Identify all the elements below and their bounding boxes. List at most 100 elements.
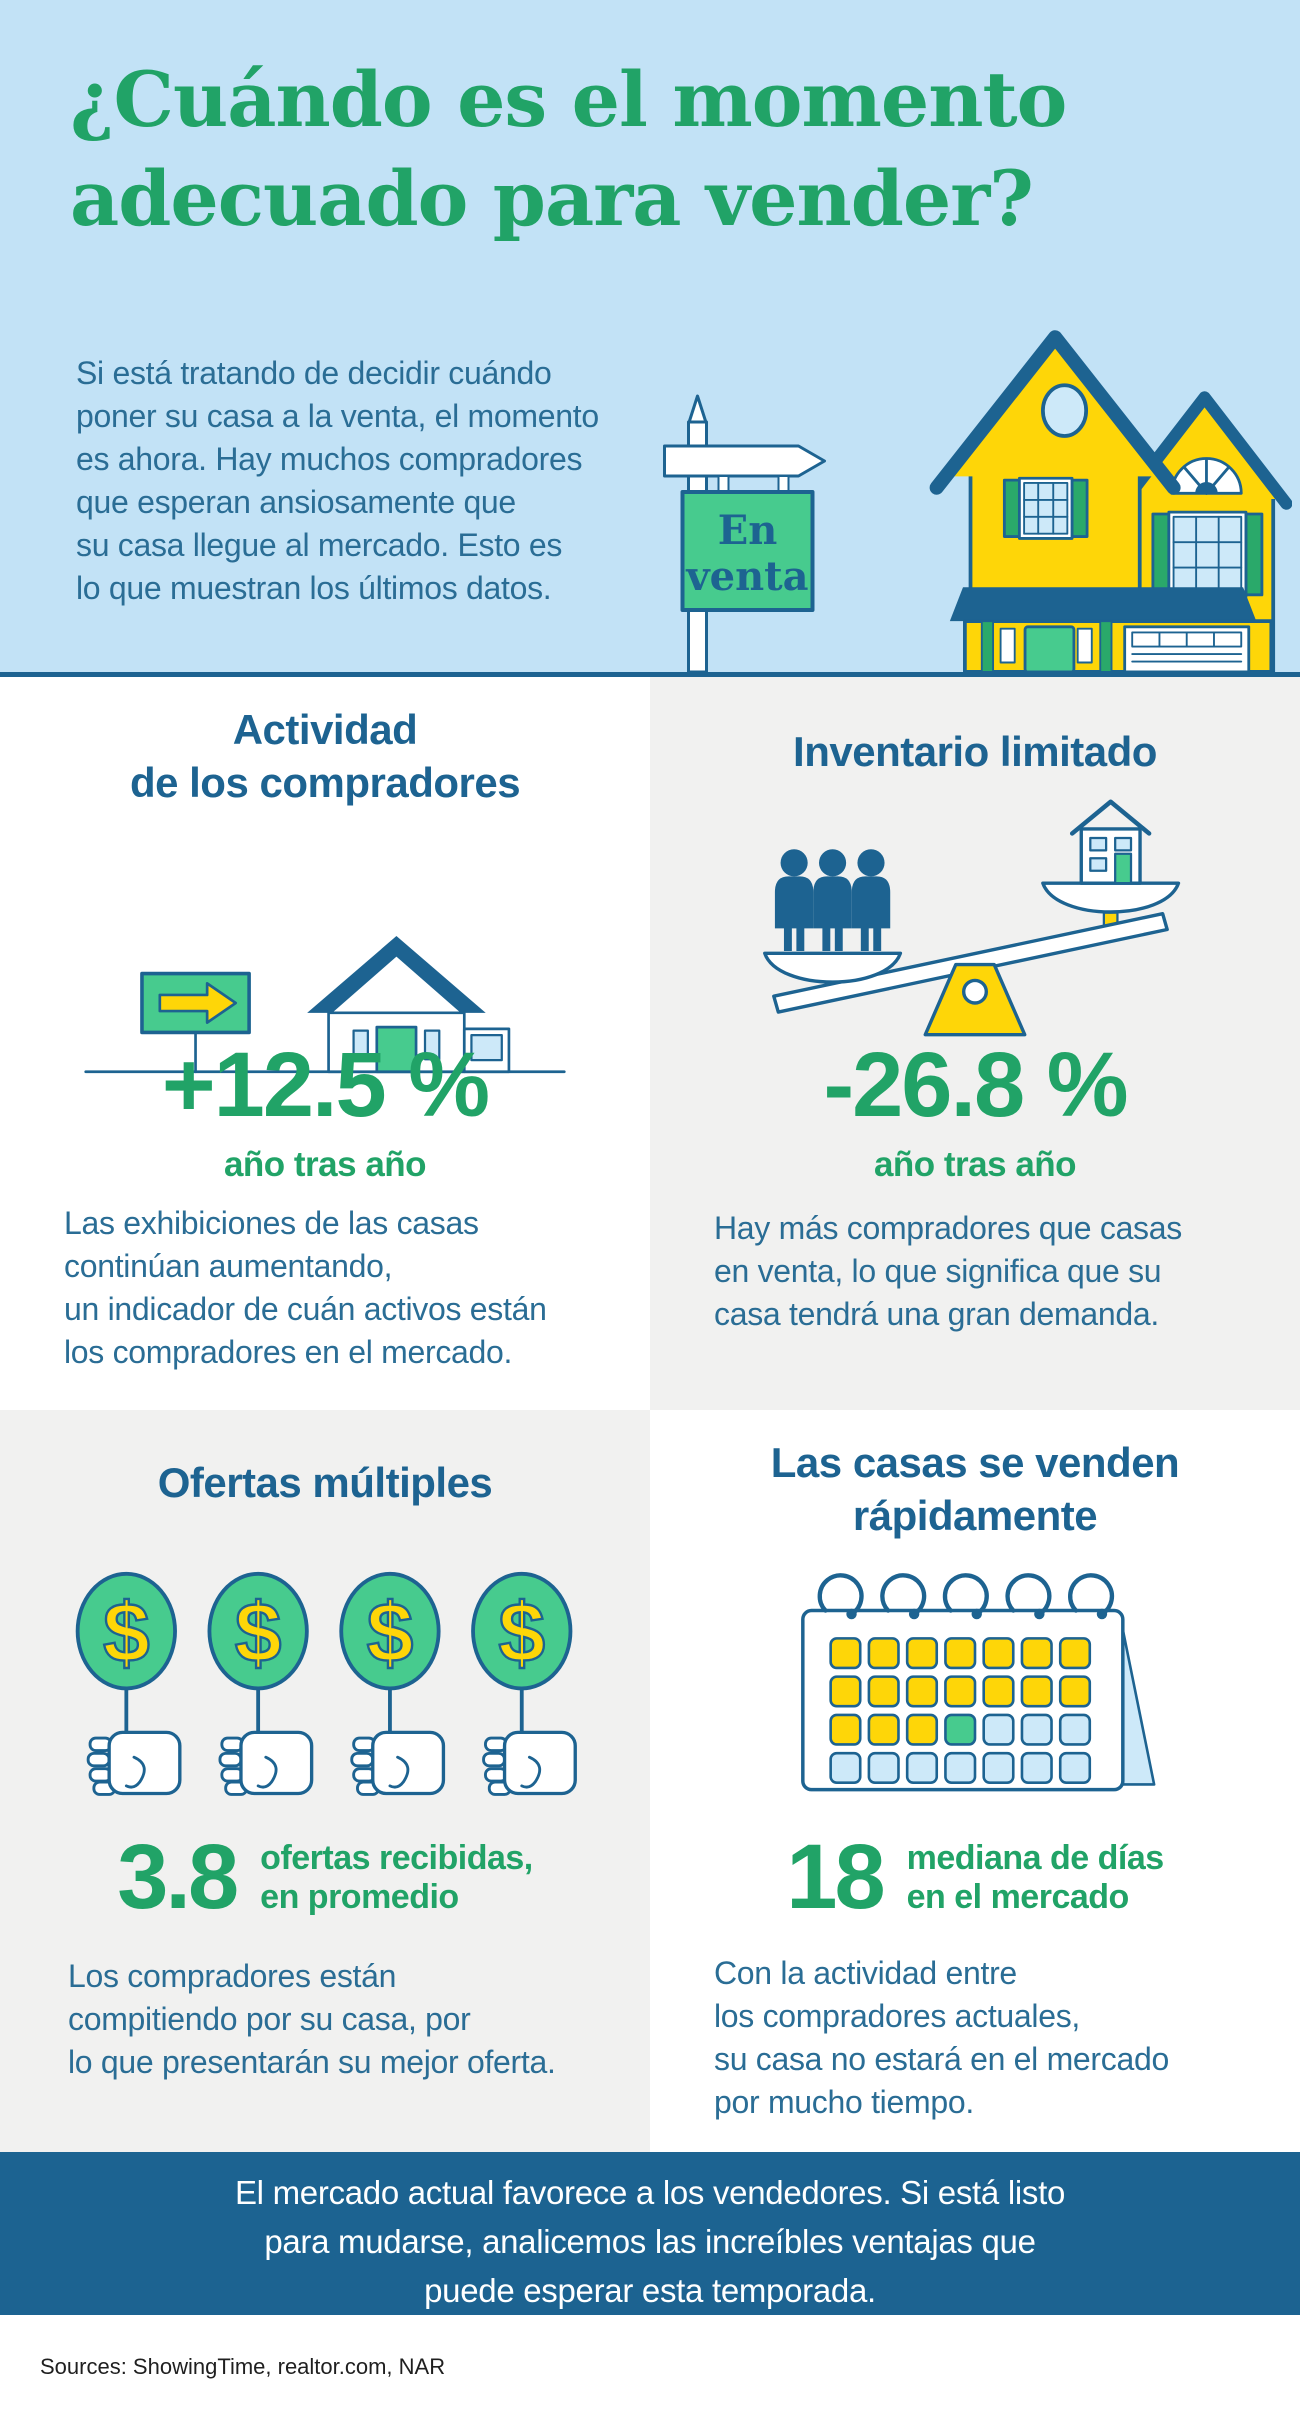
calendar-day [829,1637,862,1670]
intro-line: es ahora. Hay muchos compradores [76,441,583,477]
title-line: ¿Cuándo es el momento [70,55,1067,144]
body-line: compitiendo por su casa, por [68,2001,471,2037]
calendar-day [982,1675,1015,1708]
body-line: un indicador de cuán activos están [64,1291,547,1327]
stat-subtitle: año tras año [223,1145,427,1184]
calendar-day [905,1637,939,1670]
calendar-day [982,1713,1015,1746]
stat-value: -26.8 % [823,1034,1128,1136]
sign-board [680,490,815,612]
calendar-day [1020,1751,1053,1785]
stat-label-line: en el mercado [906,1877,1130,1916]
section-body: Hay más compradores que casas en venta, … [714,1207,1182,1336]
calendar-day [944,1713,977,1746]
calendar-day [982,1637,1015,1670]
calendar-day [944,1675,977,1708]
stat-value: 3.8 [117,1826,239,1928]
body-line: los compradores actuales, [714,1998,1081,2034]
calendar-day [829,1713,862,1746]
intro-line: lo que muestran los últimos datos. [76,570,552,606]
calendar-day [867,1675,900,1708]
scale-pan [763,951,903,984]
awning [949,587,1257,622]
intro-line: que esperan ansiosamente que [76,484,516,520]
calendar-day [1020,1675,1053,1708]
scale-pan [1041,881,1181,914]
body-line: continúan aumentando, [64,1248,393,1284]
body-line: su casa no estará en el mercado [714,2041,1169,2077]
stat-subtitle: año tras año [873,1145,1077,1184]
calendar-day [905,1751,939,1785]
body-line: Los compradores están [68,1958,397,1994]
hero-house-illustration [929,330,1292,672]
door [375,1025,418,1074]
quadrant-multiple-offers: Ofertas múltiples 3.8 ofertas recibidas,… [0,1410,650,2152]
paddles-group [75,1571,578,1797]
stat-value: 18 [786,1826,885,1928]
calendar-day [982,1751,1015,1785]
house-sign-icon-wrap [0,927,650,1079]
calendar-day [1058,1675,1092,1708]
small-house-icon [1069,799,1152,885]
calendar-day [1020,1637,1053,1670]
stat-row: 18 mediana de días en el mercado [650,1830,1300,1925]
heading-line: de los compradores [129,759,521,806]
stat-label: ofertas recibidas, en promedio [260,1839,533,1917]
stat-value: +12.5 % [161,1034,490,1136]
calendar-icon-wrap [650,1560,1300,1795]
calendar-day [944,1637,977,1670]
sign-arrow-icon [663,444,826,478]
stat-label-line: ofertas recibidas, [260,1838,533,1877]
balance-icon-wrap [650,795,1300,1055]
calendar-day [829,1751,862,1785]
banner-line: puede esperar esta temporada. [424,2272,876,2309]
calendar-day [867,1713,900,1746]
section-heading: Actividad de los compradores [0,703,650,809]
body-line: casa tendrá una gran demanda. [714,1296,1159,1332]
intro-paragraph: Si está tratando de decidir cuándo poner… [76,352,599,610]
stat-label-line: mediana de días [906,1838,1165,1877]
balance-scale-icon [763,799,1181,1037]
section-body: Las exhibiciones de las casas continúan … [64,1202,547,1374]
body-line: por mucho tiempo. [714,2084,974,2120]
stat-row: 3.8 ofertas recibidas, en promedio [0,1830,650,1925]
calendar-day [905,1675,939,1708]
for-sale-sign-icon: En venta [663,394,826,672]
heading-line: Las casas se venden [770,1439,1180,1486]
section-heading: Ofertas múltiples [157,1459,493,1506]
paddles-icon-wrap [0,1570,650,1804]
calendar-day [1020,1713,1053,1746]
quadrant-limited-inventory: Inventario limitado [650,677,1300,1410]
title-line: adecuado para vender? [70,154,1034,243]
arrow-icon [158,982,238,1024]
sources-note: Sources: ShowingTime, realtor.com, NAR [40,2354,446,2379]
body-line: en venta, lo que significa que su [714,1253,1162,1289]
calendar-day [1058,1751,1092,1785]
intro-line: Si está tratando de decidir cuándo [76,355,552,391]
quadrant-buyer-activity: Actividad de los compradores +12.5 % año… [0,677,650,1410]
banner-line: para mudarse, analicemos las increíbles … [264,2223,1036,2260]
house-with-sign-icon [84,936,566,1074]
round-window-icon [1041,383,1089,438]
body-line: Las exhibiciones de las casas [64,1205,479,1241]
calendar-icon [801,1573,1156,1792]
section-body: Con la actividad entre los compradores a… [714,1952,1169,2124]
sign-text-line: venta [685,553,808,600]
intro-line: su casa llegue al mercado. Esto es [76,527,563,563]
intro-line: poner su casa a la venta, el momento [76,398,599,434]
heading-line: Actividad [232,706,418,753]
page-title: ¿Cuándo es el momento adecuado para vend… [70,50,1067,248]
hero-section: ¿Cuándo es el momento adecuado para vend… [0,0,1300,677]
body-line: los compradores en el mercado. [64,1334,513,1370]
banner-line: El mercado actual favorece a los vendedo… [234,2174,1066,2211]
front-door [1023,625,1076,672]
section-heading: Inventario limitado [793,728,1157,775]
calendar-day [867,1751,900,1785]
calendar-day [905,1713,939,1746]
calendar-day [1058,1637,1092,1670]
calendar-day [1058,1713,1092,1746]
section-heading: Las casas se venden rápidamente [650,1436,1300,1542]
bottom-banner: El mercado actual favorece a los vendedo… [0,2152,1300,2315]
body-line: Con la actividad entre [714,1955,1017,1991]
